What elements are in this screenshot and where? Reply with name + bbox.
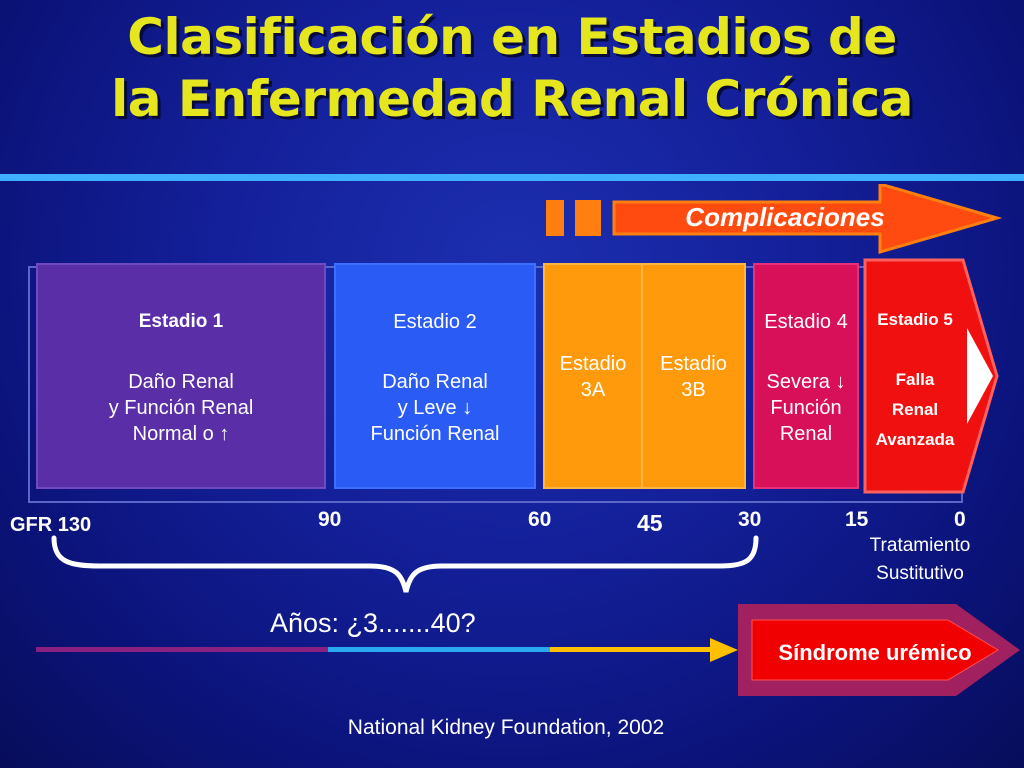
- stage-5-line-1: Falla: [895, 370, 935, 389]
- stage-4-line-1: Severa ↓: [766, 371, 846, 393]
- timeline-segment-blue: [328, 647, 550, 652]
- gfr-tick-0: 0: [954, 508, 966, 531]
- stage-1-line-1: Daño Renal: [128, 371, 234, 393]
- gfr-tick-90: 90: [318, 508, 342, 531]
- stage-3b-box: Estadio 3B: [641, 263, 746, 489]
- syndrome-label: Síndrome urémico: [778, 640, 972, 665]
- stage-2-line-3: Función Renal: [370, 423, 500, 445]
- timeline-arrowhead: [710, 638, 738, 662]
- treatment-line-1: Tratamiento: [869, 535, 971, 556]
- complications-label: Complicaciones: [685, 202, 885, 232]
- stage-1-name: Estadio 1: [138, 311, 224, 332]
- gfr-tick-15: 15: [845, 508, 869, 531]
- stage-5-line-2: Renal: [891, 400, 939, 419]
- years-brace: [51, 535, 759, 593]
- gfr-tick-60: 60: [528, 508, 552, 531]
- timeline-segment-purple: [36, 647, 328, 652]
- years-label: Años: ¿3.......40?: [270, 608, 476, 638]
- stage-3b-sub: 3B: [681, 379, 706, 401]
- stage-2-line-1: Daño Renal: [382, 371, 488, 393]
- source-citation: National Kidney Foundation, 2002: [347, 716, 665, 739]
- stage-2-box: Estadio 2 Daño Renal y Leve ↓ Función Re…: [334, 263, 536, 489]
- treatment-note: Tratamiento Sustitutivo: [840, 532, 1000, 588]
- stage-3b-name: Estadio: [660, 353, 727, 375]
- title-line-1: Clasificación en Estadios de: [127, 8, 897, 66]
- complications-marker-1: [546, 200, 564, 236]
- stage-2-name: Estadio 2: [393, 311, 477, 333]
- stage-5-box: Estadio 5 Falla Renal Avanzada: [863, 263, 967, 489]
- stage-5-name: Estadio 5: [877, 310, 953, 329]
- stage-1-line-2: y Función Renal: [108, 397, 254, 419]
- timeline-segment-yellow: [550, 647, 720, 652]
- syndrome-arrow: [738, 604, 1020, 696]
- stage-5-line-3: Avanzada: [875, 430, 955, 449]
- complications-arrow: [612, 184, 1002, 254]
- complications-marker-2: [575, 200, 601, 236]
- stage-2-line-2: y Leve ↓: [397, 397, 473, 419]
- stage-5-arrow: [863, 258, 999, 494]
- gfr-tick-30: 30: [738, 508, 762, 531]
- stage-1-box: Estadio 1 Daño Renal y Función Renal Nor…: [36, 263, 326, 489]
- gfr-tick-45: 45: [637, 510, 663, 536]
- stage-3a-box: Estadio 3A: [543, 263, 643, 489]
- stage-4-line-3: Renal: [779, 423, 833, 445]
- stage-4-box: Estadio 4 Severa ↓ Función Renal: [753, 263, 859, 489]
- title-line-2: la Enfermedad Renal Crónica: [111, 70, 913, 128]
- stage-4-line-2: Función: [770, 397, 842, 419]
- stage-3a-sub: 3A: [580, 379, 606, 401]
- gfr-label: GFR 130: [10, 514, 92, 536]
- stage-1-line-3: Normal o ↑: [132, 423, 230, 445]
- treatment-line-2: Sustitutivo: [876, 563, 964, 584]
- page-title: Clasificación en Estadios de la Enfermed…: [0, 6, 1024, 130]
- stage-4-name: Estadio 4: [764, 311, 848, 333]
- stage-3a-name: Estadio: [559, 353, 627, 375]
- title-divider: [0, 174, 1024, 181]
